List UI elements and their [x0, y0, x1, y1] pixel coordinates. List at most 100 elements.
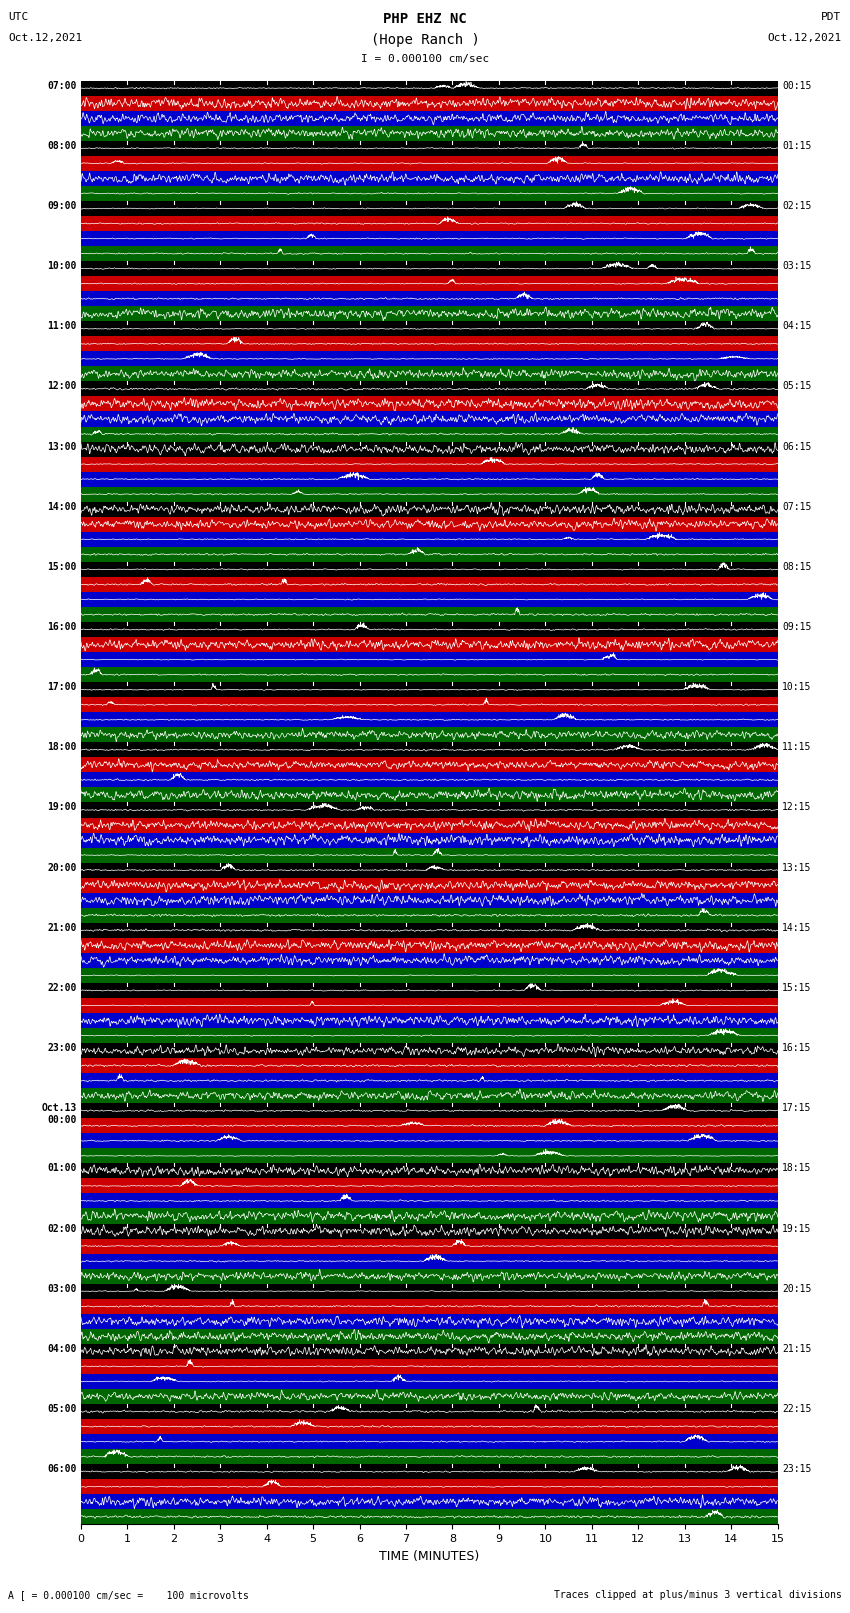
Bar — [81, 1344, 778, 1358]
Bar — [81, 502, 778, 516]
Bar — [81, 968, 778, 982]
Bar — [81, 247, 778, 261]
Text: 23:00: 23:00 — [47, 1044, 76, 1053]
Bar — [81, 547, 778, 561]
Bar — [81, 426, 778, 442]
Text: 05:15: 05:15 — [782, 381, 812, 392]
Bar — [81, 471, 778, 487]
Text: Oct.13
00:00: Oct.13 00:00 — [42, 1103, 76, 1124]
Bar — [81, 1103, 778, 1118]
Text: 21:00: 21:00 — [47, 923, 76, 932]
Text: UTC: UTC — [8, 11, 29, 23]
Bar — [81, 126, 778, 140]
Text: 17:00: 17:00 — [47, 682, 76, 692]
Bar — [81, 1224, 778, 1239]
Text: 10:00: 10:00 — [47, 261, 76, 271]
Bar — [81, 1374, 778, 1389]
Bar — [81, 892, 778, 908]
X-axis label: TIME (MINUTES): TIME (MINUTES) — [379, 1550, 479, 1563]
Bar — [81, 832, 778, 847]
Text: 06:15: 06:15 — [782, 442, 812, 452]
Bar — [81, 140, 778, 156]
Text: 01:15: 01:15 — [782, 140, 812, 150]
Text: 16:15: 16:15 — [782, 1044, 812, 1053]
Bar — [81, 397, 778, 411]
Bar — [81, 1148, 778, 1163]
Bar — [81, 592, 778, 606]
Bar — [81, 231, 778, 247]
Bar — [81, 216, 778, 231]
Bar — [81, 366, 778, 381]
Bar — [81, 1134, 778, 1148]
Bar — [81, 1479, 778, 1494]
Text: 02:15: 02:15 — [782, 202, 812, 211]
Bar — [81, 1269, 778, 1284]
Bar — [81, 818, 778, 832]
Text: 01:00: 01:00 — [47, 1163, 76, 1173]
Bar — [81, 1179, 778, 1194]
Text: 15:15: 15:15 — [782, 982, 812, 994]
Text: 04:00: 04:00 — [47, 1344, 76, 1353]
Bar — [81, 773, 778, 787]
Text: 17:15: 17:15 — [782, 1103, 812, 1113]
Bar — [81, 321, 778, 336]
Bar — [81, 1510, 778, 1524]
Bar — [81, 171, 778, 185]
Bar — [81, 697, 778, 713]
Text: 11:00: 11:00 — [47, 321, 76, 331]
Text: 00:15: 00:15 — [782, 81, 812, 90]
Bar — [81, 953, 778, 968]
Text: I = 0.000100 cm/sec: I = 0.000100 cm/sec — [361, 53, 489, 65]
Bar — [81, 758, 778, 773]
Bar — [81, 1239, 778, 1253]
Bar — [81, 306, 778, 321]
Bar — [81, 487, 778, 502]
Bar — [81, 847, 778, 863]
Bar — [81, 442, 778, 456]
Bar — [81, 156, 778, 171]
Bar — [81, 682, 778, 697]
Bar — [81, 1058, 778, 1073]
Text: 09:00: 09:00 — [47, 202, 76, 211]
Bar — [81, 1163, 778, 1179]
Bar — [81, 803, 778, 818]
Text: 19:00: 19:00 — [47, 803, 76, 813]
Bar — [81, 561, 778, 577]
Text: 04:15: 04:15 — [782, 321, 812, 331]
Bar — [81, 1013, 778, 1027]
Bar — [81, 1027, 778, 1044]
Bar — [81, 202, 778, 216]
Text: 13:00: 13:00 — [47, 442, 76, 452]
Bar — [81, 668, 778, 682]
Text: 06:00: 06:00 — [47, 1465, 76, 1474]
Bar — [81, 923, 778, 937]
Bar — [81, 606, 778, 623]
Bar — [81, 908, 778, 923]
Bar — [81, 411, 778, 426]
Bar — [81, 1465, 778, 1479]
Text: 13:15: 13:15 — [782, 863, 812, 873]
Bar — [81, 1358, 778, 1374]
Text: 03:15: 03:15 — [782, 261, 812, 271]
Text: 14:00: 14:00 — [47, 502, 76, 511]
Text: 14:15: 14:15 — [782, 923, 812, 932]
Bar — [81, 1044, 778, 1058]
Bar — [81, 1494, 778, 1510]
Bar — [81, 623, 778, 637]
Bar — [81, 1208, 778, 1224]
Text: 05:00: 05:00 — [47, 1403, 76, 1415]
Text: 23:15: 23:15 — [782, 1465, 812, 1474]
Bar — [81, 1389, 778, 1403]
Bar — [81, 456, 778, 471]
Bar — [81, 352, 778, 366]
Bar — [81, 276, 778, 292]
Bar — [81, 1073, 778, 1089]
Text: 09:15: 09:15 — [782, 623, 812, 632]
Bar — [81, 111, 778, 126]
Bar — [81, 652, 778, 668]
Text: 18:15: 18:15 — [782, 1163, 812, 1173]
Text: 12:15: 12:15 — [782, 803, 812, 813]
Text: 22:15: 22:15 — [782, 1403, 812, 1415]
Bar — [81, 1448, 778, 1465]
Text: 11:15: 11:15 — [782, 742, 812, 752]
